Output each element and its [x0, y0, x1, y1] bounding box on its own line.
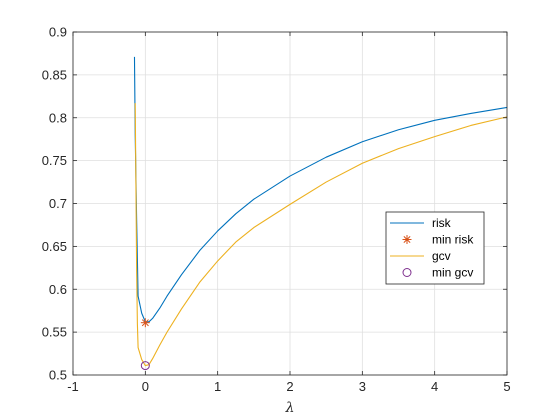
legend-label: min gcv: [432, 266, 473, 280]
axis-ticks: [72, 31, 508, 376]
legend-item: min gcv: [402, 266, 473, 280]
y-tick-label: 0.65: [42, 239, 67, 254]
x-axis-label: λ: [285, 400, 295, 416]
y-tick-label: 0.8: [49, 110, 67, 125]
x-tick-labels: -1 0 1 2 3 4 5: [67, 379, 510, 394]
legend-item: min risk: [402, 233, 474, 247]
y-tick-label: 0.9: [49, 25, 67, 40]
series-layer: [133, 56, 508, 371]
legend-swatch-min-risk: [402, 235, 412, 244]
risk-line: [133, 56, 508, 323]
y-tick-label: 0.6: [49, 282, 67, 297]
y-tick-label: 0.75: [42, 153, 67, 168]
legend-label: risk: [432, 216, 452, 230]
x-tick-label: 5: [503, 379, 510, 394]
x-tick-label: 1: [214, 379, 221, 394]
x-tick-label: -1: [67, 379, 79, 394]
legend-swatch-min-gcv: [402, 268, 412, 277]
y-tick-label: 0.5: [49, 368, 67, 383]
legend-item: risk: [390, 216, 452, 230]
legend-label: min risk: [432, 233, 474, 247]
legend: risk min risk gcv min gcv: [385, 211, 485, 285]
legend-item: gcv: [390, 249, 451, 263]
min-gcv-marker: [140, 361, 150, 371]
x-tick-label: 4: [431, 379, 438, 394]
gcv-line: [134, 103, 508, 367]
y-tick-label: 0.55: [42, 325, 67, 340]
min-risk-marker: [140, 318, 150, 328]
y-tick-labels: 0.5 0.55 0.6 0.65 0.7 0.75 0.8 0.85 0.9: [42, 25, 67, 383]
legend-label: gcv: [432, 249, 451, 263]
y-tick-label: 0.85: [42, 67, 67, 82]
legend-box: [385, 211, 485, 285]
x-tick-label: 3: [359, 379, 366, 394]
legend-swatch-min-risk-stroke: [403, 235, 411, 244]
x-tick-label: 2: [286, 379, 293, 394]
y-tick-label: 0.7: [49, 196, 67, 211]
min-risk-marker-stroke: [141, 319, 149, 327]
x-tick-label: 0: [142, 379, 149, 394]
